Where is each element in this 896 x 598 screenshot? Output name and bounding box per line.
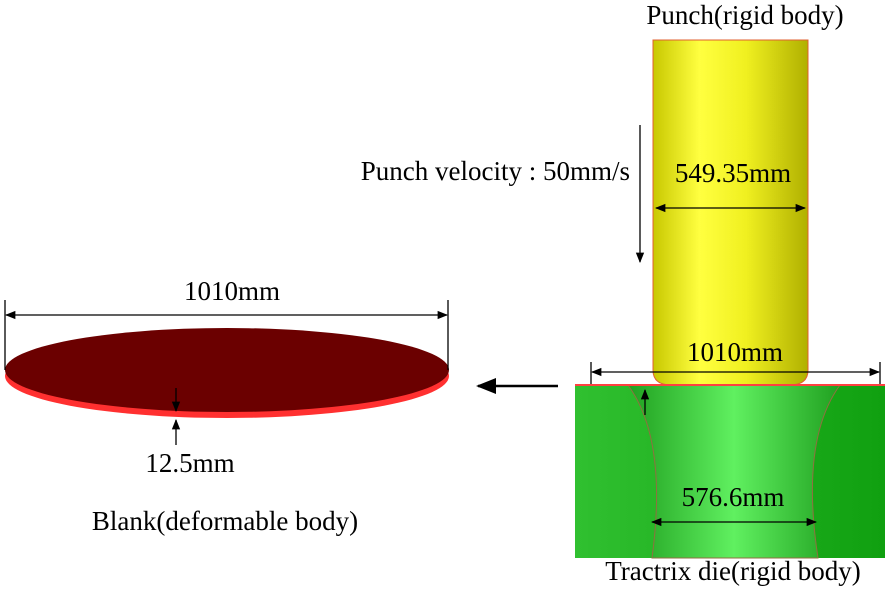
punch-label: Punch(rigid body) — [646, 0, 843, 30]
die-outer-diameter: 1010mm — [687, 337, 783, 367]
punch-diameter: 549.35mm — [675, 158, 791, 188]
blank-label: Blank(deformable body) — [92, 506, 358, 536]
punch — [652, 39, 809, 386]
blank-diameter: 1010mm — [184, 276, 280, 306]
blank-thickness: 12.5mm — [145, 448, 234, 478]
die-label: Tractrix die(rigid body) — [605, 556, 860, 586]
die-inner-diameter: 576.6mm — [682, 482, 785, 512]
blank — [5, 328, 449, 412]
die-cavity — [627, 384, 841, 559]
punch-velocity: Punch velocity : 50mm/s — [361, 156, 630, 186]
